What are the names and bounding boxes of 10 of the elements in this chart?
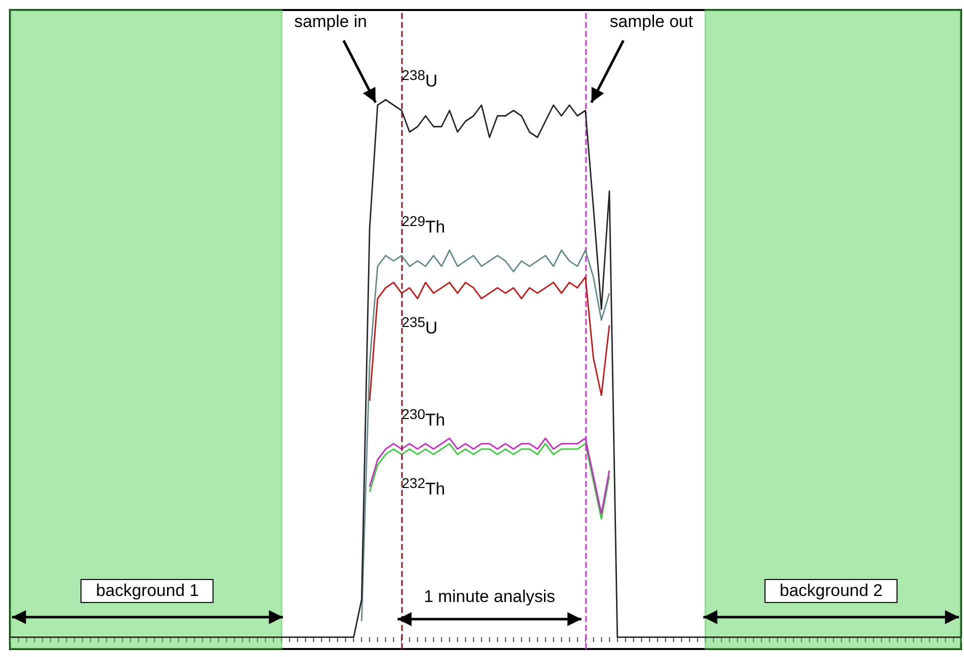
text: sample in — [294, 12, 367, 32]
series-label: $^{229}$Th — [402, 212, 446, 238]
annotation: background 2 — [764, 579, 898, 604]
annotation: background 1 — [80, 579, 214, 604]
series-label: $^{232}$Th — [402, 475, 446, 500]
series-label: $^{230}$Th — [402, 406, 446, 431]
annotation: 1 minute analysis — [424, 587, 556, 608]
text: sample out — [610, 12, 693, 32]
series-label: $^{238}$U — [402, 67, 438, 92]
series-label: $^{235}$U — [402, 314, 438, 339]
